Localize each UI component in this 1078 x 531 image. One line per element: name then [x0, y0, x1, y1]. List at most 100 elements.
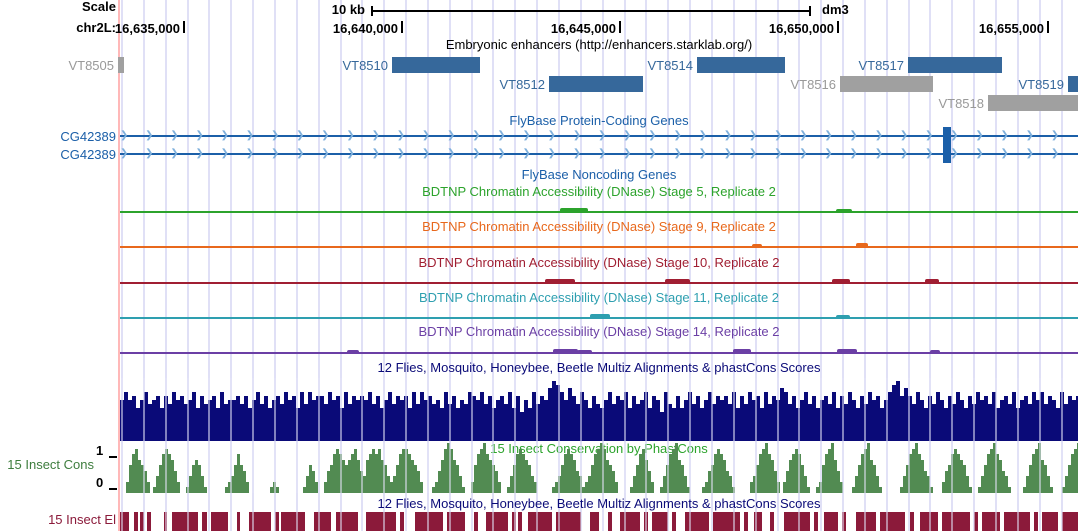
enhancer-box-vt8514[interactable] [697, 57, 785, 73]
insect-element-block[interactable] [275, 512, 279, 531]
insect-element-block[interactable] [744, 512, 748, 531]
histogram-bar [390, 482, 393, 493]
bdtnp-title-stage-0: BDTNP Chromatin Accessibility (DNase) St… [422, 184, 776, 199]
insect-element-block[interactable] [770, 512, 774, 531]
histogram-bar [675, 443, 678, 493]
insect-element-block[interactable] [486, 512, 508, 531]
gene-intron-line[interactable] [120, 135, 1078, 137]
multiz-histogram[interactable] [120, 378, 1078, 441]
histogram-bar [963, 465, 966, 493]
gene-intron-line[interactable] [120, 153, 1078, 155]
insect-element-block[interactable] [608, 512, 612, 531]
insect-element-block[interactable] [1062, 512, 1078, 531]
insect-element-block[interactable] [556, 512, 581, 531]
enhancer-label-vt8510: VT8510 [342, 58, 388, 73]
insect-element-block[interactable] [713, 512, 740, 531]
enhancer-box-vt8510[interactable] [392, 57, 480, 73]
histogram-bar [368, 392, 372, 441]
grid-line-overlay [842, 512, 844, 531]
insect-element-block[interactable] [447, 512, 465, 531]
insect-element-block[interactable] [672, 512, 676, 531]
insect-element-block[interactable] [974, 512, 978, 531]
insect-element-block[interactable] [880, 512, 905, 531]
grid-line-overlay [208, 443, 210, 493]
insect-element-block[interactable] [237, 512, 240, 531]
histogram-bar [1012, 392, 1016, 441]
insect-element-block[interactable] [784, 512, 810, 531]
enhancer-box-vt8519[interactable] [1068, 76, 1078, 92]
insect-element-block[interactable] [1042, 512, 1058, 531]
insect-element-block[interactable] [982, 512, 1000, 531]
enhancer-box-vt8516[interactable] [840, 76, 933, 92]
histogram-bar [570, 454, 573, 493]
insect-element-block[interactable] [620, 512, 640, 531]
insect-element-block[interactable] [474, 512, 478, 531]
enhancer-box-vt8505[interactable] [118, 57, 124, 73]
bdtnp-baseline[interactable] [120, 282, 1078, 284]
insect-element-block[interactable] [140, 512, 144, 531]
insect-elements-track[interactable] [120, 512, 1078, 531]
enhancer-box-vt8512[interactable] [549, 76, 643, 92]
insect-element-block[interactable] [281, 512, 305, 531]
enhancer-box-vt8517[interactable] [908, 57, 1002, 73]
insect-element-block[interactable] [824, 512, 838, 531]
grid-line-overlay [471, 378, 473, 441]
insect-element-block[interactable] [814, 512, 818, 531]
insect-element-block[interactable] [249, 512, 271, 531]
insect-element-block[interactable] [134, 512, 138, 531]
insect-element-block[interactable] [856, 512, 876, 531]
coordinate-label: 16,635,000 [114, 21, 180, 36]
insect-element-block[interactable] [528, 512, 552, 531]
histogram-bar [981, 476, 984, 493]
conservation-histogram[interactable] [120, 443, 1078, 493]
grid-line-overlay [602, 443, 604, 493]
histogram-bar [520, 412, 524, 441]
histogram-bar [828, 404, 832, 441]
histogram-bar [572, 396, 576, 441]
grid-line-overlay [777, 443, 779, 493]
insect-element-block[interactable] [842, 512, 846, 531]
insect-element-block[interactable] [147, 512, 151, 531]
insect-element-block[interactable] [942, 512, 970, 531]
gene-exon-block[interactable] [943, 127, 951, 163]
grid-line-overlay [471, 443, 473, 493]
insect-element-block[interactable] [400, 512, 404, 531]
insect-element-block[interactable] [314, 512, 331, 531]
histogram-bar [1062, 487, 1065, 493]
histogram-bar [160, 408, 164, 441]
histogram-bar [759, 454, 762, 493]
histogram-bar [356, 400, 360, 441]
insect-element-block[interactable] [518, 512, 522, 531]
grid-line [733, 0, 735, 531]
insect-element-block[interactable] [685, 512, 709, 531]
histogram-bar [174, 471, 177, 493]
histogram-bar [585, 482, 588, 493]
histogram-bar [1064, 404, 1068, 441]
bdtnp-baseline[interactable] [120, 352, 1078, 354]
insect-element-block[interactable] [172, 512, 198, 531]
insect-element-block[interactable] [120, 512, 129, 531]
histogram-bar [612, 404, 616, 441]
insect-element-block[interactable] [754, 512, 762, 531]
insect-element-block[interactable] [652, 512, 668, 531]
histogram-bar [956, 392, 960, 441]
insect-element-block[interactable] [202, 512, 207, 531]
bdtnp-baseline[interactable] [120, 211, 1078, 213]
histogram-bar [752, 400, 756, 441]
histogram-bar [292, 396, 296, 441]
bdtnp-baseline[interactable] [120, 246, 1078, 248]
insect-element-block[interactable] [211, 512, 228, 531]
insect-element-block[interactable] [415, 512, 443, 531]
insect-element-block[interactable] [366, 512, 396, 531]
histogram-bar [135, 449, 138, 493]
histogram-bar [852, 487, 855, 493]
histogram-bar [976, 392, 980, 441]
grid-line-overlay [318, 378, 320, 441]
insect-element-block[interactable] [1034, 512, 1038, 531]
insect-element-block[interactable] [910, 512, 914, 531]
histogram-bar [736, 408, 740, 441]
insect-element-block[interactable] [590, 512, 599, 531]
enhancer-box-vt8518[interactable] [988, 95, 1078, 111]
histogram-bar [180, 396, 184, 441]
histogram-bar [642, 449, 645, 493]
